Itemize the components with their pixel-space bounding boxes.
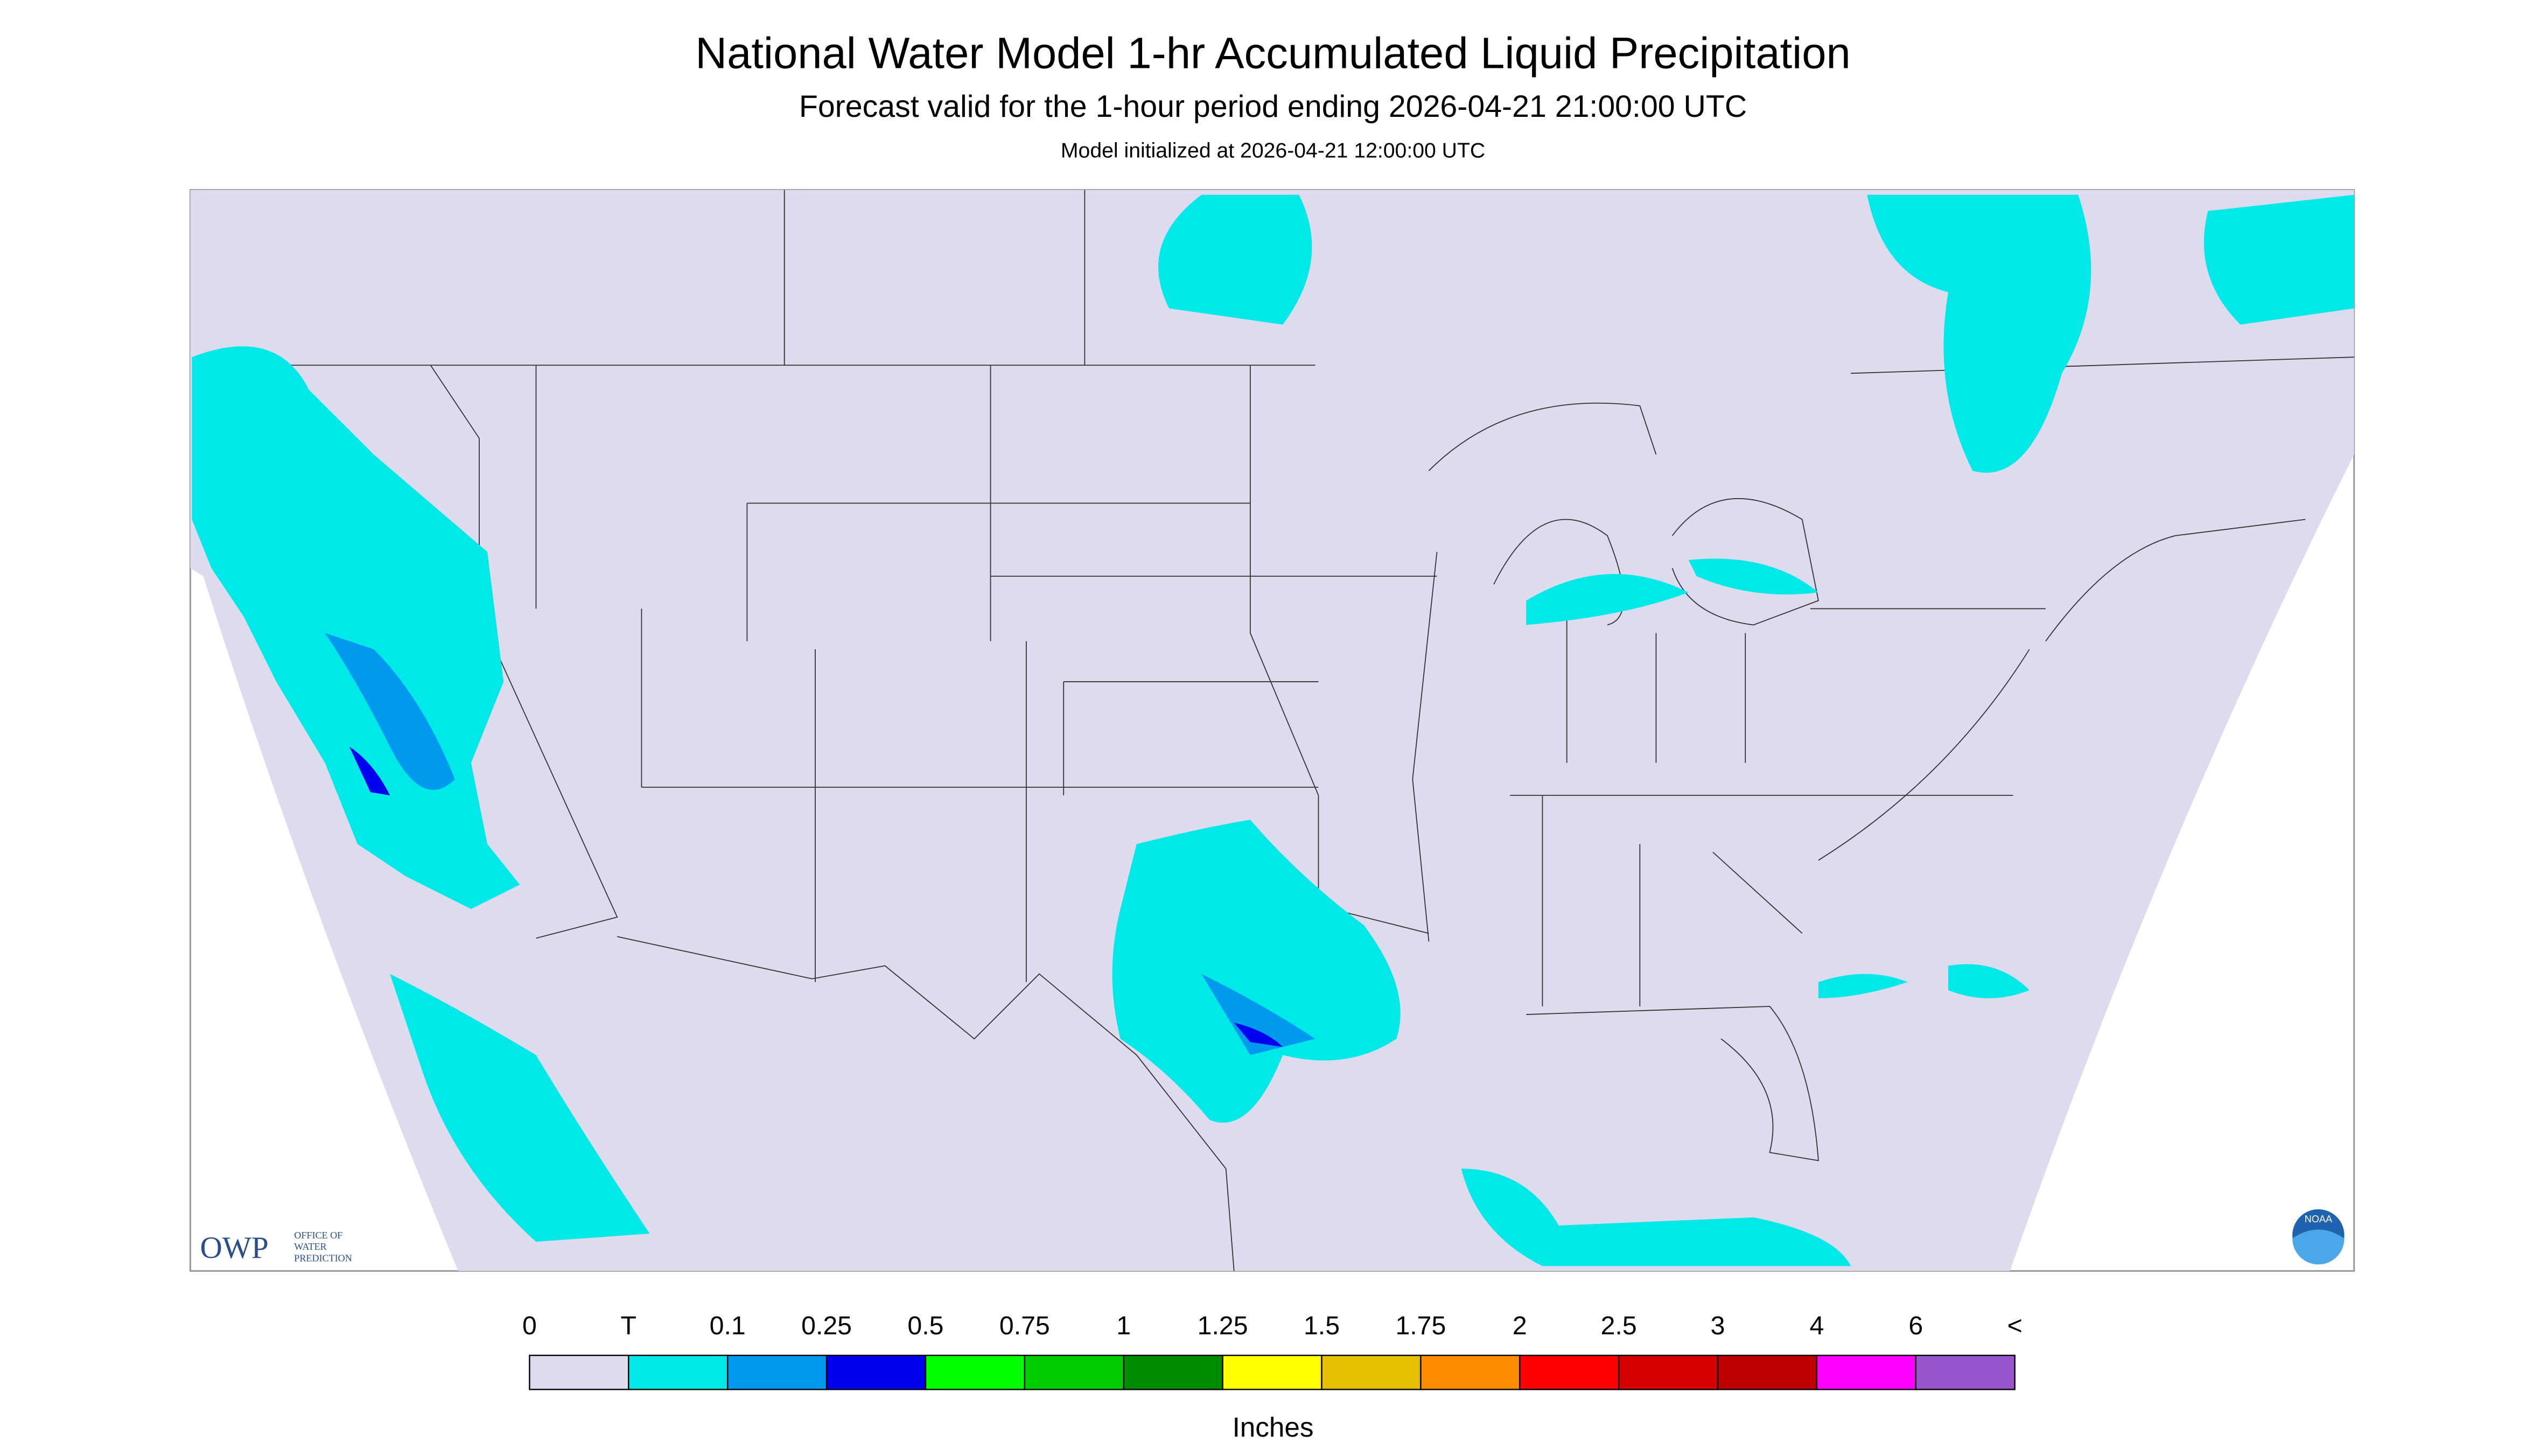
model-domain [190, 190, 2354, 1271]
legend-label: 1.75 [1395, 1311, 1446, 1340]
legend-swatch [1717, 1354, 1818, 1390]
legend-swatch [1816, 1354, 1917, 1390]
owp-logo: OWP OFFICE OF WATER PREDICTION [200, 1230, 352, 1265]
legend-label: 6 [1908, 1311, 1923, 1340]
legend-swatch [1024, 1354, 1124, 1390]
owp-logo-subtext: PREDICTION [294, 1252, 352, 1263]
legend-swatch [1519, 1354, 1620, 1390]
legend-label: 1.5 [1304, 1311, 1340, 1340]
legend-swatch [1915, 1354, 2016, 1390]
map: OWP OFFICE OF WATER PREDICTION NOAA [189, 189, 2355, 1272]
legend-label: 1 [1116, 1311, 1131, 1340]
owp-logo-subtext: WATER [294, 1241, 327, 1252]
legend-label: 1.25 [1198, 1311, 1248, 1340]
noaa-logo: NOAA [2292, 1209, 2345, 1265]
legend-swatch [825, 1354, 927, 1390]
legend-label: 0.1 [710, 1311, 746, 1340]
title: National Water Model 1-hr Accumulated Li… [695, 29, 1850, 78]
owp-logo-text: OWP [200, 1231, 268, 1265]
legend-swatch [628, 1354, 729, 1390]
precipitation [192, 194, 2354, 1266]
legend-swatch [1123, 1354, 1223, 1390]
subtitle: Forecast valid for the 1-hour period end… [799, 89, 1747, 124]
legend-swatch [1222, 1354, 1323, 1390]
legend-label: 0 [522, 1311, 537, 1340]
legend-label: 2 [1513, 1311, 1527, 1340]
legend-label: 4 [1809, 1311, 1824, 1340]
legend-label: T [621, 1311, 636, 1340]
legend-label: 2.5 [1601, 1311, 1637, 1340]
legend-swatch [726, 1354, 828, 1390]
legend-label: 0.5 [907, 1311, 943, 1340]
legend-swatch [925, 1354, 1026, 1390]
legend-label: 3 [1711, 1311, 1725, 1340]
legend: Inches 0 T 0.1 0.25 0.5 0.75 1 1.25 1.5 1.75 2 2.5 3… [522, 1311, 2023, 1443]
init-time: Model initialized at 2026-04-21 12:00:00… [1061, 139, 1485, 162]
noaa-logo-text: NOAA [2305, 1214, 2333, 1224]
legend-swatch [1618, 1354, 1719, 1390]
legend-unit: Inches [1233, 1412, 1314, 1443]
owp-logo-subtext: OFFICE OF [294, 1230, 342, 1241]
legend-swatch [529, 1354, 629, 1390]
legend-label: < [2007, 1311, 2023, 1340]
legend-label: 0.25 [801, 1311, 852, 1340]
legend-swatch [1420, 1354, 1521, 1390]
legend-label: 0.75 [999, 1311, 1050, 1340]
legend-swatch [1321, 1354, 1422, 1390]
